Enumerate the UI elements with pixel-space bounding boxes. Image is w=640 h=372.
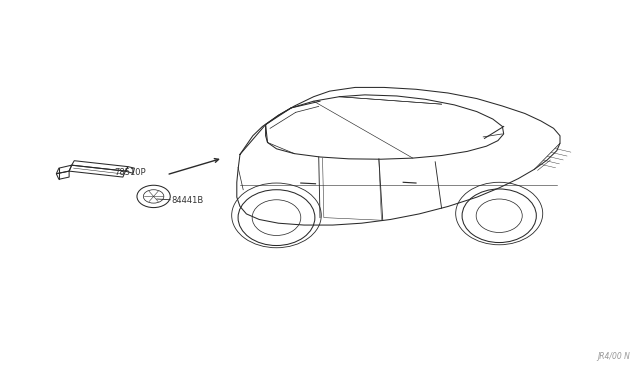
Text: JR4/00 N: JR4/00 N [598, 352, 630, 361]
Text: 84441B: 84441B [172, 196, 204, 205]
Text: 78510P: 78510P [114, 169, 145, 177]
